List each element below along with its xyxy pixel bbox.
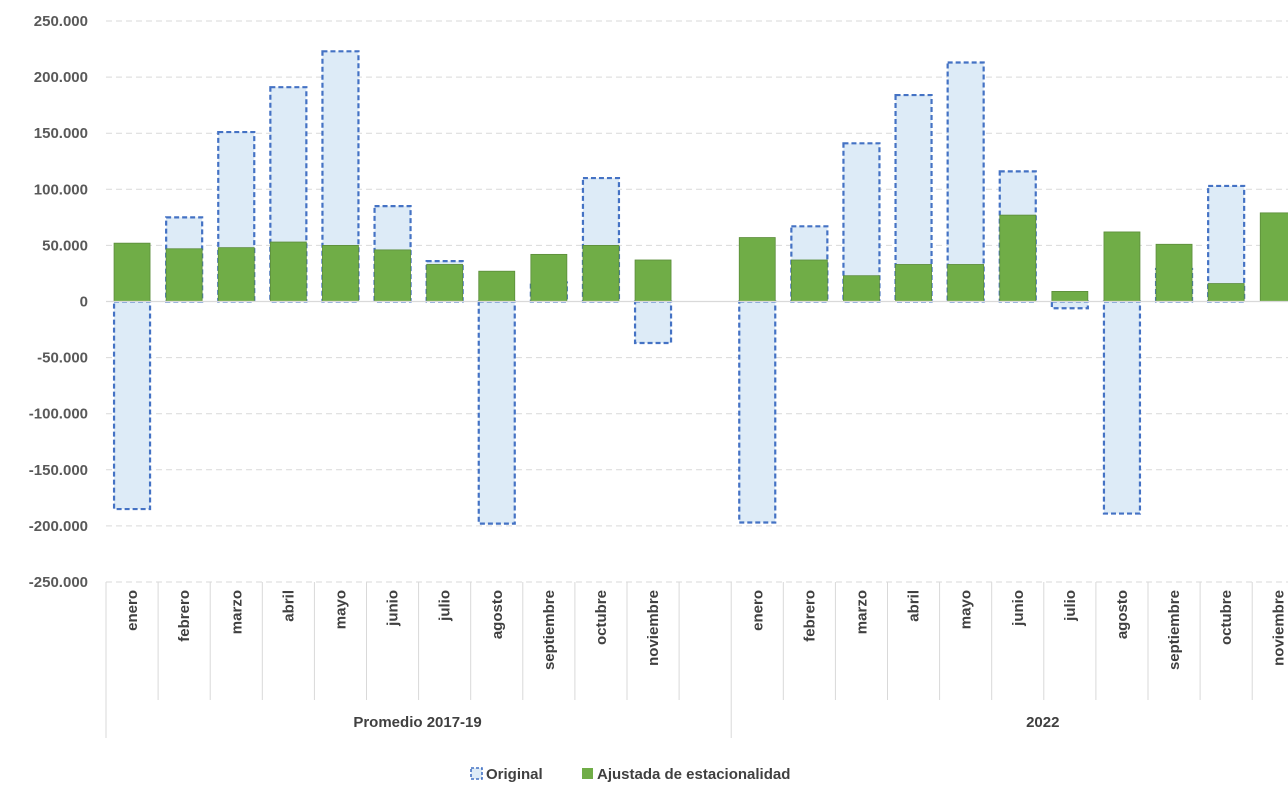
gridlines (106, 20, 1288, 583)
y-tick-label: -100.000 (29, 406, 88, 423)
y-tick-label: 250.000 (34, 13, 88, 30)
bar-adjusted-enero-1 (738, 237, 776, 302)
x-tick-label: marzo (228, 590, 245, 634)
x-tick-label: octubre (593, 590, 610, 645)
bar-original-julio-1 (1050, 300, 1089, 310)
x-tick-label: junio (385, 590, 402, 627)
x-tick-label: enero (124, 590, 141, 631)
bar-adjusted-julio-0 (426, 264, 464, 302)
bar-adjusted-mayo-1 (947, 264, 985, 302)
bar-original-noviembre-0 (633, 300, 673, 345)
x-tick-label: febrero (801, 590, 818, 642)
x-tick-label: septiembre (541, 590, 558, 670)
bar-adjusted-abril-0 (269, 241, 307, 302)
bar-adjusted-abril-1 (895, 264, 932, 302)
bar-original-agosto-0 (477, 300, 516, 525)
x-tick-label: mayo (332, 590, 349, 629)
y-tick-label: 0 (80, 294, 88, 311)
bar-adjusted-noviembre-0 (634, 259, 672, 302)
bar-adjusted-junio-1 (999, 214, 1037, 302)
y-tick-label: 100.000 (34, 181, 88, 198)
bar-adjusted-marzo-1 (843, 275, 880, 302)
bar-adjusted-febrero-0 (165, 248, 203, 302)
x-tick-label: abril (280, 590, 297, 622)
x-tick-label: junio (1010, 590, 1027, 627)
bar-original-octubre-1 (1207, 184, 1246, 303)
x-tick-label: marzo (853, 590, 870, 634)
y-tick-label: -50.000 (37, 350, 88, 367)
y-tick-label: -200.000 (29, 518, 88, 535)
bar-adjusted-septiembre-1 (1155, 243, 1193, 302)
bar-adjusted-marzo-0 (217, 247, 255, 302)
y-tick-label: 50.000 (42, 237, 88, 254)
bar-adjusted-junio-0 (374, 249, 411, 302)
bar-adjusted-julio-1 (1051, 291, 1089, 302)
y-axis: 250.000 200.000 150.000 100.000 50.000 0 -50.0… (29, 13, 1288, 591)
bar-adjusted-mayo-0 (322, 244, 359, 302)
x-tick-label: mayo (958, 590, 975, 629)
bar-adjusted-noviembre-1 (1259, 212, 1288, 302)
bar-adjusted-septiembre-0 (530, 253, 568, 302)
legend-label-original: Original (486, 766, 543, 783)
x-axis: enero febrero marzo abril mayo junio julio agos… (105, 582, 1287, 738)
adjusted-series-bars (113, 212, 1288, 302)
x-tick-label: noviembre (645, 590, 662, 666)
y-tick-label: 150.000 (34, 125, 88, 142)
legend-swatch-original (470, 767, 483, 780)
bar-original-agosto-1 (1102, 300, 1142, 515)
x-tick-label: enero (749, 590, 766, 631)
x-tick-label: febrero (176, 590, 193, 642)
bar-original-enero-0 (112, 300, 152, 511)
group-label: 2022 (1026, 714, 1059, 731)
bar-adjusted-octubre-0 (582, 244, 620, 302)
bar-adjusted-febrero-1 (790, 259, 828, 302)
x-tick-label: julio (1062, 590, 1079, 622)
legend-label-adjusted: Ajustada de estacionalidad (597, 766, 790, 783)
bar-original-enero-1 (738, 300, 777, 524)
x-tick-label: abril (906, 590, 923, 622)
legend: Original Ajustada de estacionalidad (470, 766, 790, 783)
bar-adjusted-agosto-1 (1103, 231, 1141, 302)
y-tick-label: 200.000 (34, 69, 88, 86)
x-tick-label: octubre (1218, 590, 1235, 645)
y-tick-label: -250.000 (29, 574, 88, 591)
x-tick-label: septiembre (1166, 590, 1183, 670)
bar-adjusted-agosto-0 (478, 270, 516, 302)
bar-adjusted-enero-0 (113, 242, 151, 302)
y-tick-label: -150.000 (29, 462, 88, 479)
legend-swatch-adjusted (582, 768, 593, 779)
group-label: Promedio 2017-19 (353, 714, 481, 731)
x-tick-label: julio (437, 590, 454, 622)
x-tick-label: noviembre (1270, 590, 1287, 666)
bar-original-mayo-1 (946, 61, 985, 303)
bar-adjusted-octubre-1 (1207, 283, 1245, 302)
x-tick-label: agosto (1114, 590, 1131, 639)
x-tick-label: agosto (489, 590, 506, 639)
